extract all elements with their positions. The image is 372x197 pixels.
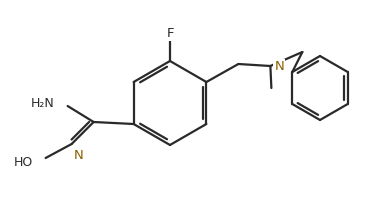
Text: H₂N: H₂N [31, 97, 55, 110]
Text: F: F [166, 27, 174, 40]
Text: N: N [74, 149, 83, 162]
Text: HO: HO [13, 155, 33, 168]
Text: N: N [275, 60, 284, 73]
